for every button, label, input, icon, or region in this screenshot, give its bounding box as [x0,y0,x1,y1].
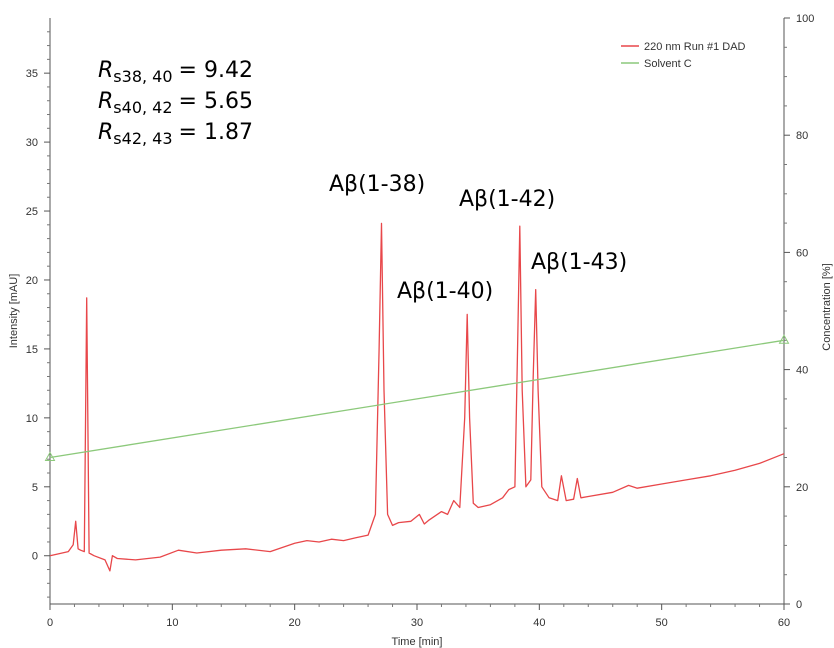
resolution-symbol: R [98,58,113,83]
resolution-value: = 1.87 [179,120,253,145]
y-axis-ticks: 0 5 10 15 20 25 30 35 [26,31,50,598]
y2-tick-label: 100 [796,13,814,25]
solvent-marker [778,334,790,344]
y2-axis-ticks: 0 20 40 60 80 100 [784,13,814,611]
peak-label-abeta-42: Aβ(1-42) [459,187,555,212]
legend-label-dad: 220 nm Run #1 DAD [644,41,746,53]
resolution-block: Rs38, 40 = 9.42 Rs40, 42 = 5.65 Rs42, 43 = … [98,58,253,148]
legend: 220 nm Run #1 DAD Solvent C [621,41,746,70]
resolution-value: = 9.42 [179,58,253,83]
resolution-value: = 5.65 [179,89,253,114]
y-tick-label: 35 [26,68,38,80]
y2-tick-label: 20 [796,482,808,494]
y-tick-label: 20 [26,275,38,287]
peak-label-abeta-38: Aβ(1-38) [329,172,425,197]
x-axis-ticks: 0 10 20 30 40 50 60 [47,604,790,629]
x-axis-title: Time [min] [392,636,443,648]
x-tick-label: 0 [47,617,53,629]
resolution-subscript: s40, 42 [113,98,172,117]
y-tick-label: 30 [26,137,38,149]
resolution-38-40: Rs38, 40 = 9.42 [98,58,253,86]
legend-label-solvent: Solvent C [644,58,692,70]
x-tick-label: 20 [289,617,301,629]
resolution-42-43: Rs42, 43 = 1.87 [98,120,253,148]
x-tick-label: 60 [778,617,790,629]
y2-tick-label: 60 [796,247,808,259]
y-tick-label: 25 [26,206,38,218]
y2-tick-label: 0 [796,599,802,611]
y-tick-label: 10 [26,413,38,425]
x-tick-label: 10 [166,617,178,629]
series-line-0 [49,222,785,572]
peak-label-abeta-43: Aβ(1-43) [531,250,627,275]
y2-axis-title: Concentration [%] [821,263,833,350]
y2-tick-label: 80 [796,130,808,142]
y2-tick-label: 40 [796,365,808,377]
series-line-1 [49,339,785,459]
y-tick-label: 0 [32,551,38,563]
resolution-subscript: s38, 40 [113,67,172,86]
solvent-marker [44,451,56,461]
resolution-symbol: R [98,120,113,145]
x-tick-label: 50 [656,617,668,629]
y-tick-label: 5 [32,482,38,494]
resolution-symbol: R [98,89,113,114]
series-layer [44,222,790,572]
peak-label-abeta-40: Aβ(1-40) [397,279,493,304]
x-tick-label: 30 [411,617,423,629]
resolution-subscript: s42, 43 [113,129,172,148]
resolution-40-42: Rs40, 42 = 5.65 [98,89,253,117]
y-tick-label: 15 [26,344,38,356]
y-axis-title: Intensity [mAU] [8,274,20,349]
x-tick-label: 40 [533,617,545,629]
